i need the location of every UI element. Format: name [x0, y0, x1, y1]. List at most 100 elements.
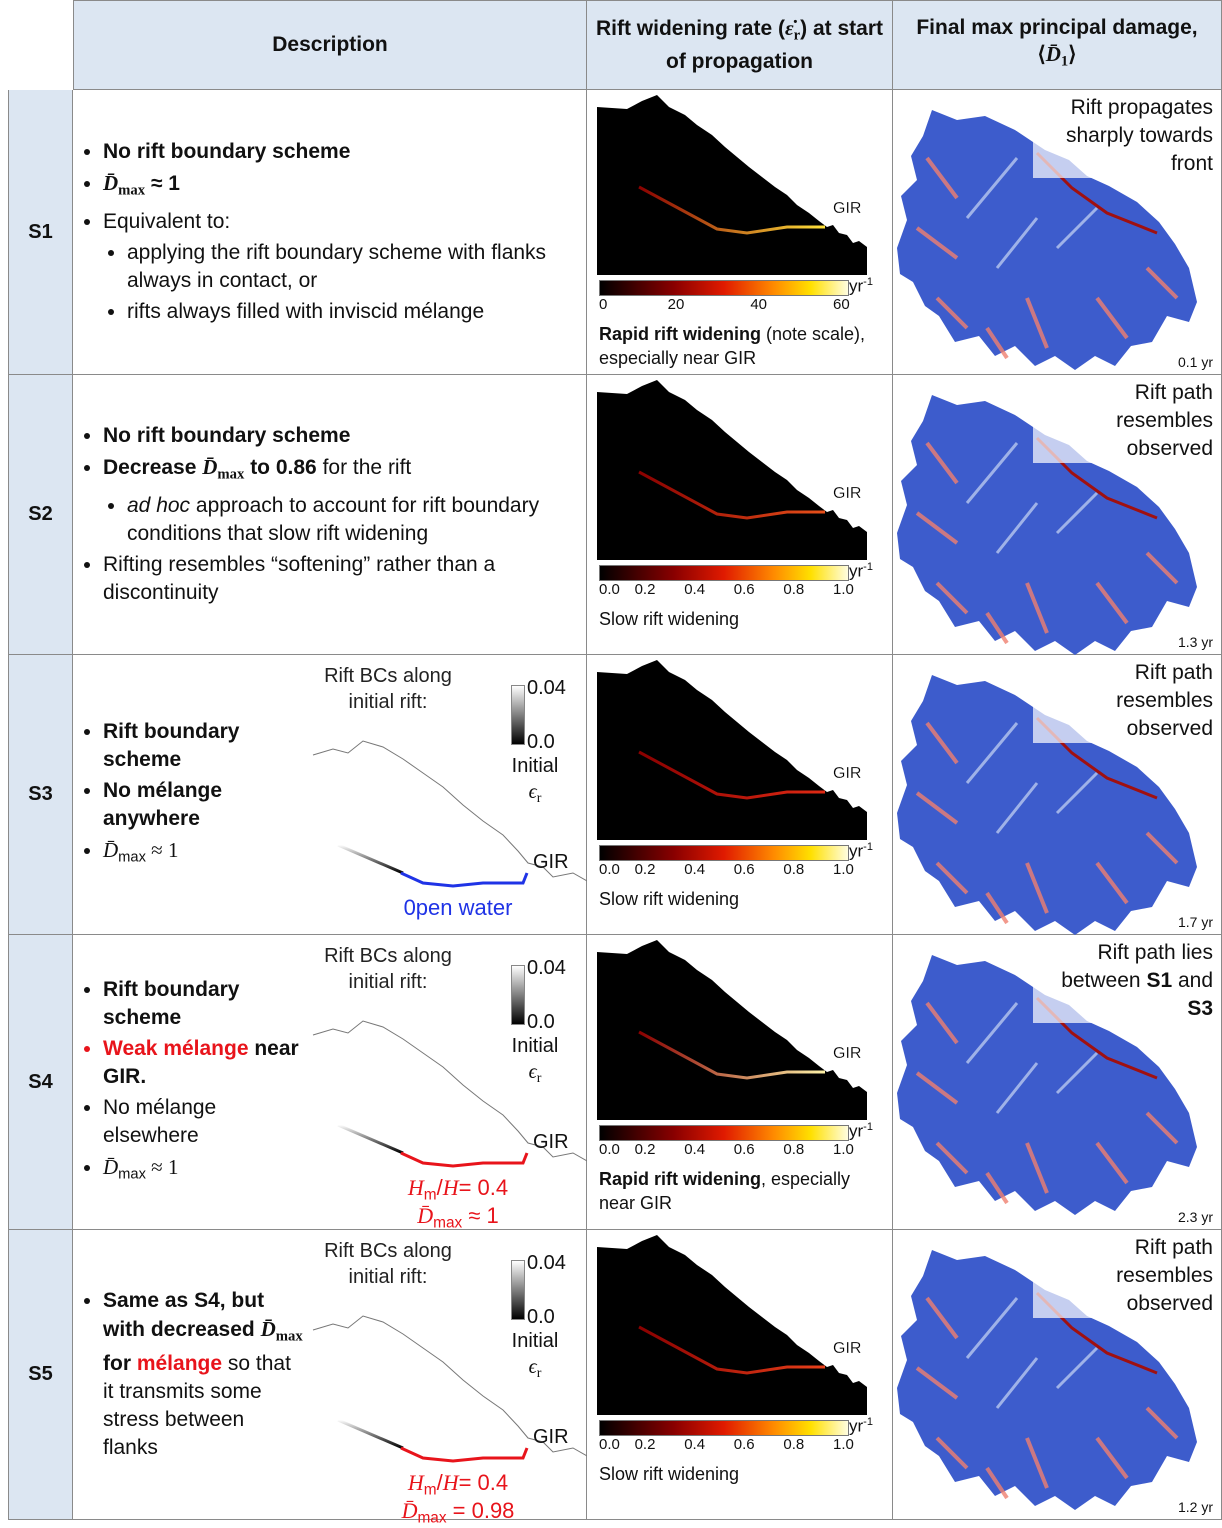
damage-streak: [1095, 581, 1129, 625]
text-run: r: [536, 1071, 542, 1087]
damage-streak: [925, 1296, 959, 1340]
text-run: D̄: [103, 1154, 119, 1179]
damage-cell: Rift path resembles observed 1.7 yr: [893, 655, 1222, 935]
glacier: [897, 1250, 1197, 1510]
unit-exp: -1: [863, 841, 873, 853]
inset-title: Rift BCs along initial rift:: [324, 665, 452, 713]
colorbar-tick: 0.2: [634, 581, 656, 598]
gir-bg: [831, 1046, 865, 1064]
damage-streak: [1095, 1436, 1129, 1480]
unit: yr: [849, 561, 864, 581]
bullet-text: Rift boundary scheme: [103, 978, 240, 1029]
gir-label: GIR: [833, 1340, 861, 1357]
colorbar: [599, 565, 849, 581]
inset-label: Hm/H= 0.4: [343, 1470, 573, 1500]
bullet: No rift boundary scheme: [103, 422, 573, 450]
glacier: [597, 940, 867, 1120]
glacier: [597, 1235, 867, 1415]
damage-streak: [1025, 582, 1049, 634]
inset-symbol: ϵr: [495, 1061, 575, 1087]
bullet-list: No rift boundary scheme D̄max ≈ 1 Equivale…: [73, 135, 573, 328]
damage-time: 0.1 yr: [1177, 354, 1213, 370]
row-id: S4: [28, 1070, 53, 1093]
inset-symbol: ϵr: [495, 1356, 575, 1382]
inset-gir: GIR: [533, 1426, 569, 1448]
colorbar-tick: 1.0: [833, 1436, 854, 1453]
inset-tick: 0.04: [527, 957, 566, 979]
gir-label: GIR: [833, 485, 861, 502]
inset-symbol: ϵr: [495, 781, 575, 807]
outline: [312, 1315, 587, 1457]
colorbar-tick: 20: [667, 296, 685, 313]
bullet: applying the rift boundary scheme with f…: [127, 239, 573, 295]
text-run: D̄: [401, 1498, 418, 1523]
damage-streak: [1025, 1142, 1049, 1194]
glacier: [597, 660, 867, 840]
damage-note: Rift path resembles observed: [1033, 659, 1213, 743]
unit: yr: [849, 276, 864, 296]
text-run: Weak mélange: [103, 1036, 249, 1060]
damage-time: 2.3 yr: [1177, 1209, 1213, 1225]
text-run: for the rift: [316, 456, 412, 480]
text-run: Decrease: [103, 456, 203, 480]
text-run: rifts always filled with inviscid mélang…: [127, 299, 485, 323]
text-run: for: [103, 1352, 137, 1376]
text-run: ϵ: [528, 1356, 537, 1378]
inset-tick: 0.0: [527, 731, 555, 753]
inset-title: Rift BCs along initial rift:: [324, 1240, 452, 1288]
unit: yr: [849, 1121, 864, 1141]
rate-cell: GIR yr-1 0.0 0.2 0.4 0.6 0.8 1.0 Slow rift widen…: [587, 375, 893, 655]
bullet: No rift boundary scheme: [103, 138, 573, 166]
rift-grey: [337, 1418, 404, 1450]
inset-colorbar: [511, 1260, 525, 1320]
damage-cell: Rift path lies between S1 and S3 2.3 yr: [893, 935, 1222, 1230]
damage-streak: [1055, 206, 1099, 250]
bullet: No mélange elsewhere: [103, 1094, 303, 1150]
inset-cbar-label: Initial: [511, 1330, 559, 1352]
text-run: 1: [1060, 53, 1069, 70]
row-label: S5: [8, 1230, 73, 1520]
bullet: Equivalent to:: [103, 208, 573, 236]
text-run: No rift boundary scheme: [103, 424, 351, 448]
text-run: ≈ 1: [145, 837, 179, 862]
damage-streak: [985, 611, 1009, 645]
damage-streak: [1025, 1437, 1049, 1489]
inset: Rift BCs along initial rift: 0.04 0.0 Initi…: [303, 1230, 587, 1527]
header-text: Description: [272, 33, 388, 56]
description: No rift boundary scheme D̄max ≈ 1 Equivale…: [73, 90, 573, 374]
gir-bg: [831, 766, 865, 784]
bullet-text: applying the rift boundary scheme with f…: [127, 241, 546, 292]
text-run: max: [217, 466, 245, 483]
damage-streak: [1055, 491, 1099, 535]
rift-bc: [400, 1446, 529, 1463]
text-run: D̄: [103, 837, 119, 862]
unit-exp: -1: [863, 561, 873, 573]
damage-streak: [985, 891, 1009, 925]
text-run: Slow rift widening: [599, 609, 740, 629]
damage-streak: [915, 791, 959, 825]
bullet: D̄max ≈ 1: [103, 169, 573, 204]
text-run: H: [407, 1470, 424, 1495]
damage-streak: [1145, 551, 1179, 585]
bullet: D̄max ≈ 1: [103, 836, 303, 871]
rift-grey: [337, 843, 404, 875]
bullet-text: Decrease D̄max to 0.86 for the rift: [103, 455, 412, 482]
damage-streak: [915, 1071, 959, 1105]
bullet: ad hoc approach to account for rift boun…: [127, 492, 573, 548]
inset-cbar-label: Initial: [511, 755, 559, 777]
damage-streak: [1145, 1406, 1179, 1440]
header-text: Rift widening rate (ε̇r) at start of pro…: [587, 15, 892, 74]
text-run: , especially near GIR: [599, 1169, 851, 1213]
damage-streak: [925, 721, 959, 765]
bullet-text: Rift boundary scheme: [103, 720, 240, 771]
row-label: S3: [8, 655, 73, 935]
row-label: S1: [8, 90, 73, 375]
damage-time: 1.3 yr: [1177, 634, 1213, 650]
damage-streak: [925, 441, 959, 485]
rate-cell: GIR yr-1 0.0 0.2 0.4 0.6 0.8 1.0 Rapid rift wide…: [587, 935, 893, 1230]
bullet-text: D̄max ≈ 1: [103, 171, 180, 198]
rift-bc: [400, 871, 529, 888]
colorbar-tick: 0.6: [733, 861, 755, 878]
text-run: max: [118, 1166, 146, 1183]
